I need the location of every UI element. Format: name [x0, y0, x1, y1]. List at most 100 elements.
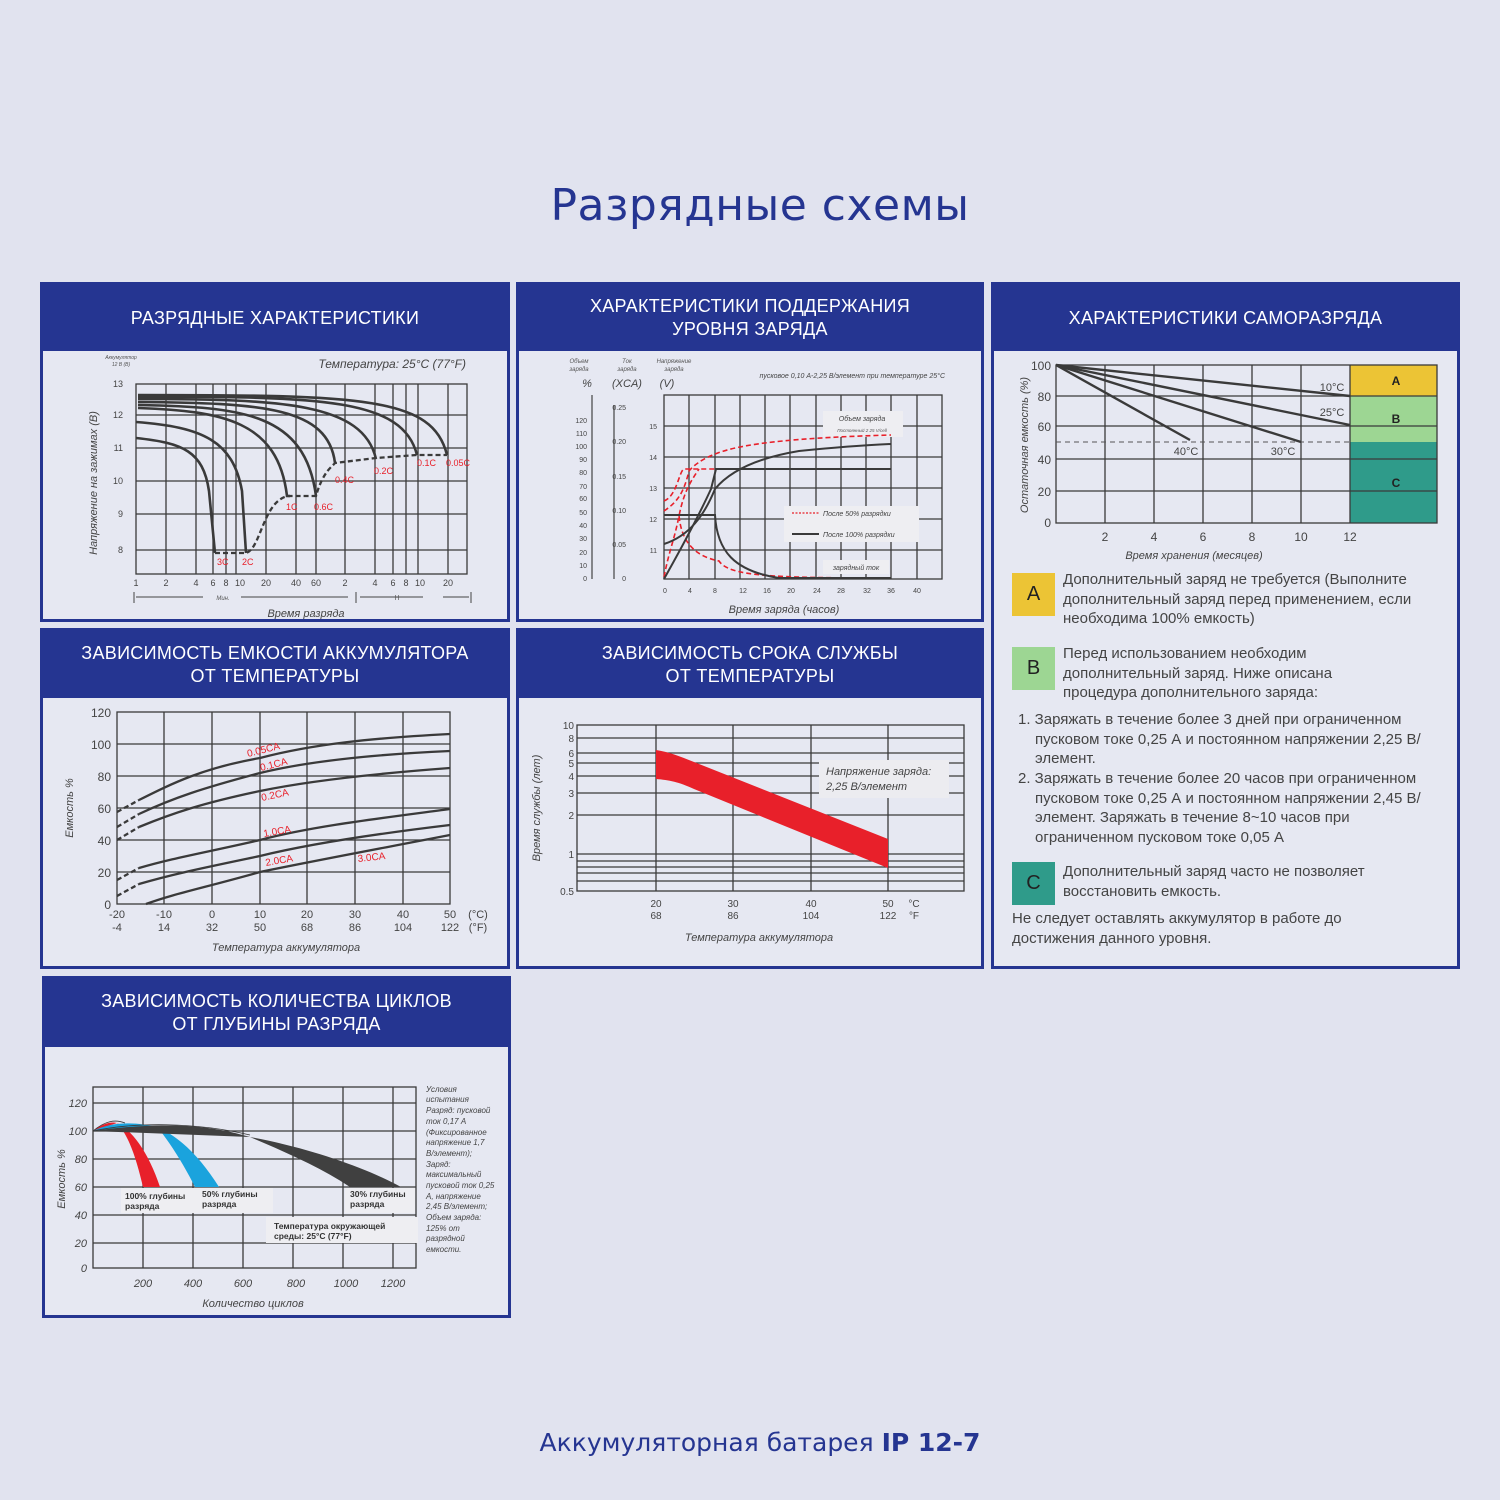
svg-text:Емкость %: Емкость %	[64, 778, 76, 838]
svg-text:заряда: заряда	[663, 367, 684, 373]
svg-text:3C: 3C	[217, 557, 229, 567]
zone-a-text: Дополнительный заряд не требуется (Выпол…	[1063, 571, 1412, 627]
svg-text:1: 1	[133, 578, 138, 588]
svg-text:24: 24	[813, 588, 821, 595]
zone-b-text: Перед использованием необходим дополните…	[1063, 645, 1333, 701]
svg-text:11: 11	[650, 548, 657, 555]
svg-text:Количество циклов: Количество циклов	[202, 1298, 304, 1310]
svg-text:40: 40	[913, 588, 921, 595]
svg-text:68: 68	[301, 922, 313, 934]
panel-header: ЗАВИСИМОСТЬ КОЛИЧЕСТВА ЦИКЛОВ ОТ ГЛУБИНЫ…	[45, 979, 508, 1047]
svg-text:60: 60	[311, 578, 321, 588]
svg-text:3: 3	[568, 789, 574, 800]
svg-text:14: 14	[649, 455, 657, 462]
svg-text:Н: Н	[394, 595, 399, 602]
svg-text:200: 200	[133, 1278, 153, 1290]
svg-text:10: 10	[563, 721, 575, 732]
svg-text:800: 800	[287, 1278, 306, 1290]
svg-text:разрядной: разрядной	[425, 1234, 465, 1243]
footer-product-name: Аккумуляторная батарея IP 12-7	[0, 1428, 1500, 1457]
svg-text:2: 2	[568, 811, 574, 822]
svg-text:8: 8	[403, 578, 408, 588]
svg-text:1C: 1C	[286, 502, 298, 512]
svg-text:12: 12	[113, 410, 123, 420]
svg-text:%: %	[582, 378, 592, 390]
svg-text:разряда: разряда	[202, 1199, 237, 1209]
svg-text:60: 60	[75, 1182, 88, 1194]
svg-text:122: 122	[441, 922, 459, 934]
svg-text:Время разряда: Время разряда	[267, 608, 344, 619]
svg-text:0.05: 0.05	[612, 542, 626, 549]
svg-text:0: 0	[1044, 516, 1051, 530]
svg-text:6: 6	[390, 578, 395, 588]
svg-text:После 100% разрядки: После 100% разрядки	[823, 531, 895, 539]
svg-text:36: 36	[887, 588, 895, 595]
svg-text:емкости.: емкости.	[426, 1245, 461, 1254]
svg-text:20: 20	[787, 588, 795, 595]
svg-text:0: 0	[81, 1263, 88, 1275]
svg-text:100% глубины: 100% глубины	[125, 1191, 185, 1201]
svg-text:30: 30	[579, 536, 587, 543]
panel-header: ЗАВИСИМОСТЬ ЕМКОСТИ АККУМУЛЯТОРА ОТ ТЕМП…	[43, 631, 507, 698]
svg-text:40: 40	[805, 899, 817, 910]
svg-text:120: 120	[69, 1098, 88, 1110]
svg-text:A: A	[1392, 374, 1401, 388]
panel-title: ХАРАКТЕРИСТИКИ САМОРАЗРЯДА	[1068, 307, 1383, 328]
svg-text:зарядный ток: зарядный ток	[832, 564, 880, 572]
svg-text:0.6C: 0.6C	[314, 502, 334, 512]
svg-text:8: 8	[223, 578, 228, 588]
panel-header: ЗАВИСИМОСТЬ СРОКА СЛУЖБЫ ОТ ТЕМПЕРАТУРЫ	[519, 631, 981, 698]
svg-text:122: 122	[880, 911, 897, 922]
panel-header: ХАРАКТЕРИСТИКИ ПОДДЕРЖАНИЯ УРОВНЯ ЗАРЯДА	[519, 285, 981, 351]
svg-text:0: 0	[209, 909, 215, 921]
svg-text:15: 15	[649, 424, 657, 431]
svg-text:Объем: Объем	[570, 359, 589, 365]
svg-text:Аккумулятор: Аккумулятор	[104, 355, 137, 361]
svg-text:100: 100	[91, 738, 111, 752]
panel-title: РАЗРЯДНЫЕ ХАРАКТЕРИСТИКИ	[130, 307, 420, 328]
svg-text:20: 20	[301, 909, 313, 921]
footer-model: IP 12-7	[881, 1428, 981, 1457]
svg-text:20: 20	[74, 1238, 88, 1250]
svg-text:60: 60	[1038, 420, 1052, 434]
svg-text:(°C): (°C)	[468, 909, 488, 921]
svg-text:10: 10	[415, 578, 425, 588]
svg-text:40: 40	[397, 909, 409, 921]
svg-text:среды: 25°C (77°F): среды: 25°C (77°F)	[274, 1231, 352, 1241]
svg-text:4: 4	[193, 578, 198, 588]
svg-text:Ток: Ток	[622, 359, 633, 365]
svg-text:2.0CA: 2.0CA	[265, 853, 295, 869]
svg-text:25°C: 25°C	[1320, 407, 1345, 419]
panel-life-temperature: ЗАВИСИМОСТЬ СРОКА СЛУЖБЫ ОТ ТЕМПЕРАТУРЫ …	[516, 628, 984, 969]
svg-text:20: 20	[579, 550, 587, 557]
self-discharge-chart: 100 80 60 40 20 0 2 4 6 8 10 12 10°C 25°C 40°C 30°…	[1019, 359, 1438, 562]
svg-text:60: 60	[579, 496, 587, 503]
svg-text:Разряд: пусковой: Разряд: пусковой	[426, 1106, 491, 1115]
panel-float-charge: ХАРАКТЕРИСТИКИ ПОДДЕРЖАНИЯ УРОВНЯ ЗАРЯДА…	[516, 282, 984, 622]
svg-text:20: 20	[1038, 485, 1052, 499]
svg-text:пусковое 0,10 А-2,25 В/элемент: пусковое 0,10 А-2,25 В/элемент при темпе…	[759, 372, 945, 380]
svg-text:пусковой ток 0,25: пусковой ток 0,25	[426, 1181, 495, 1190]
svg-text:-4: -4	[112, 922, 122, 934]
svg-text:-20: -20	[109, 909, 125, 921]
svg-text:0.2C: 0.2C	[374, 466, 394, 476]
panel-discharge-characteristics: РАЗРЯДНЫЕ ХАРАКТЕРИСТИКИ Аккумулятор 12 …	[40, 282, 510, 622]
panel-title-line2: ОТ ТЕМПЕРАТУРЫ	[190, 665, 360, 686]
svg-text:40: 40	[291, 578, 301, 588]
life-band	[656, 750, 888, 868]
svg-text:12: 12	[739, 588, 747, 595]
svg-text:104: 104	[803, 911, 820, 922]
svg-text:10: 10	[113, 476, 123, 486]
svg-text:14: 14	[158, 922, 170, 934]
svg-text:После 50% разрядки: После 50% разрядки	[823, 510, 891, 518]
svg-text:Мин.: Мин.	[216, 596, 229, 602]
svg-text:120: 120	[575, 418, 587, 425]
svg-text:100: 100	[1031, 359, 1051, 373]
svg-text:8: 8	[118, 545, 123, 555]
svg-text:4: 4	[372, 578, 377, 588]
svg-text:0.05C: 0.05C	[446, 458, 471, 468]
svg-text:10: 10	[1294, 530, 1308, 544]
svg-text:Заряд:: Заряд:	[426, 1160, 451, 1169]
charge-step-1: 1. Заряжать в течение более 3 дней при о…	[1018, 711, 1421, 767]
